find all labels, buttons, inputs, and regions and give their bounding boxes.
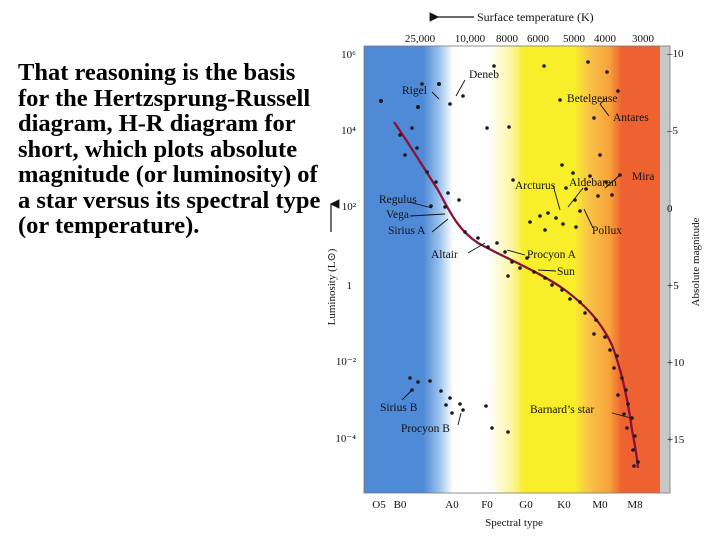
left-tick: 10⁻⁴ xyxy=(335,433,356,445)
plot-frame xyxy=(363,45,671,494)
right-tick: +15 xyxy=(667,434,685,446)
label-rigel: Rigel xyxy=(402,85,427,97)
top-tick: 25,000 xyxy=(405,33,436,45)
bottom-tick: F0 xyxy=(481,499,493,511)
left-axis-title: Luminosity (L⊙) xyxy=(326,248,338,325)
label-sun: Sun xyxy=(557,266,575,278)
right-tick: –5 xyxy=(666,125,679,137)
label-pollux: Pollux xyxy=(592,225,622,237)
label-deneb: Deneb xyxy=(469,69,499,81)
left-tick: 10⁴ xyxy=(341,125,356,137)
top-tick: 10,000 xyxy=(455,33,486,45)
bottom-tick: A0 xyxy=(445,499,459,511)
label-betelgeuse: Betelgeuse xyxy=(567,93,617,105)
right-tick: +10 xyxy=(667,357,685,369)
top-tick: 4000 xyxy=(594,33,617,45)
bottom-tick: M0 xyxy=(592,499,608,511)
label-barnards-star: Barnard’s star xyxy=(530,404,594,416)
top-tick: 6000 xyxy=(527,33,550,45)
right-axis-title: Absolute magnitude xyxy=(690,217,702,306)
left-tick: 10⁻² xyxy=(336,356,357,368)
label-mira: Mira xyxy=(632,171,654,183)
label-antares: Antares xyxy=(613,112,649,124)
bottom-tick: O5 xyxy=(372,499,386,511)
top-tick: 3000 xyxy=(632,33,655,45)
bottom-tick: M8 xyxy=(627,499,643,511)
right-tick: –10 xyxy=(666,48,684,60)
magnitude-gray-band xyxy=(660,46,670,493)
label-vega: Vega xyxy=(386,209,409,221)
bottom-tick: B0 xyxy=(394,499,407,511)
top-tick: 5000 xyxy=(563,33,586,45)
left-tick: 10² xyxy=(342,201,357,213)
bottom-tick: G0 xyxy=(519,499,533,511)
top-axis-title: Surface temperature (K) xyxy=(477,10,594,24)
label-sirius-b: Sirius B xyxy=(380,402,418,414)
spectral-color-bands xyxy=(364,46,660,493)
label-altair: Altair xyxy=(431,249,458,261)
label-procyon-b: Procyon B xyxy=(401,423,450,435)
slide-text: That reasoning is the basis for the Hert… xyxy=(18,59,321,239)
right-tick: 0 xyxy=(667,203,673,215)
main-sequence-curve xyxy=(393,121,640,469)
star-dots xyxy=(379,60,640,468)
label-leaders xyxy=(401,79,632,426)
top-tick: 8000 xyxy=(496,33,519,45)
left-tick: 10⁶ xyxy=(341,49,356,61)
label-aldebaran: Aldebaran xyxy=(569,177,617,189)
label-sirius-a: Sirius A xyxy=(388,225,426,237)
label-arcturus: Arcturus xyxy=(515,180,556,192)
right-tick: +5 xyxy=(667,280,679,292)
label-regulus: Regulus xyxy=(379,194,417,206)
left-tick: 1 xyxy=(347,280,353,292)
bottom-axis-title: Spectral type xyxy=(485,517,543,529)
label-procyon-a: Procyon A xyxy=(527,249,577,261)
bottom-tick: K0 xyxy=(557,499,571,511)
